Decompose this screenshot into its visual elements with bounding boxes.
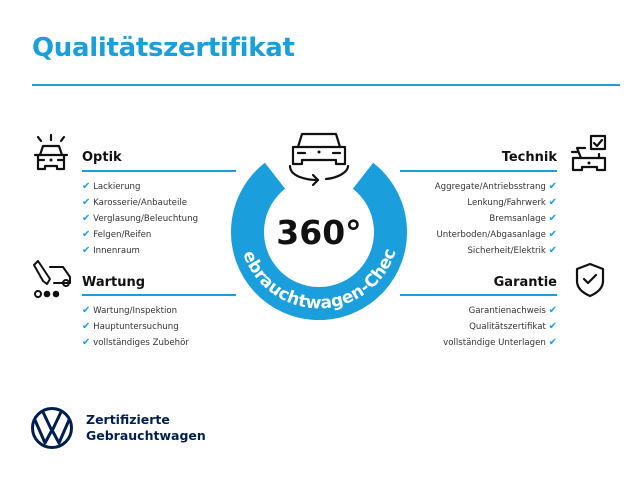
wartung-divider (82, 294, 236, 296)
list-item: ✔ Felgen/Reifen (82, 229, 152, 240)
optik-list: ✔ Lackierung ✔ Karosserie/Anbauteile ✔ V… (82, 179, 198, 259)
garantie-list: Garantienachweis ✔ Qualitätszertifikat ✔… (443, 303, 557, 351)
garantie-divider (400, 294, 557, 296)
check-icon: ✔ (548, 213, 557, 224)
badge-ring (231, 162, 407, 320)
list-item: ✔ Wartung/Inspektion (82, 305, 178, 316)
car-rotate-icon (288, 132, 350, 187)
footer-line1: Zertifizierte (86, 412, 170, 427)
check-icon: ✔ (548, 337, 557, 348)
optik-divider (82, 170, 236, 172)
list-item: Unterboden/Abgasanlage ✔ (436, 229, 558, 240)
ring-label: Gebrauchtwagen-Check (0, 0, 401, 314)
check-icon: ✔ (548, 197, 557, 208)
check-icon: ✔ (82, 181, 91, 192)
check-icon: ✔ (548, 321, 557, 332)
360-label: 360° (276, 213, 361, 252)
vw-logo (31, 407, 73, 449)
list-item: Aggregate/Antriebsstrang ✔ (434, 181, 557, 192)
check-icon: ✔ (82, 245, 91, 256)
car-checklist-icon (570, 134, 607, 172)
check-icon: ✔ (82, 229, 91, 240)
list-item: ✔ Verglasung/Beleuchtung (82, 213, 199, 224)
page-title: Qualitätszertifikat (32, 33, 295, 63)
list-item: ✔ vollständiges Zubehör (82, 337, 189, 348)
check-icon: ✔ (82, 213, 91, 224)
footer-brand-text: Zertifizierte Gebrauchtwagen (86, 412, 206, 444)
check-icon: ✔ (548, 181, 557, 192)
list-item: ✔ Innenraum (82, 245, 140, 256)
list-item: Lenkung/Fahrwerk ✔ (467, 197, 557, 208)
list-item: ✔ Lackierung (82, 181, 141, 192)
list-item: Bremsanlage ✔ (489, 213, 557, 224)
check-icon: ✔ (82, 321, 91, 332)
check-icon: ✔ (548, 245, 557, 256)
service-car-icon (33, 260, 71, 298)
check-icon: ✔ (548, 305, 557, 316)
wartung-list: ✔ Wartung/Inspektion ✔ Hauptuntersuchung… (82, 303, 189, 351)
title-divider (32, 84, 620, 86)
wartung-heading: Wartung (82, 275, 146, 290)
shield-check-icon (575, 262, 605, 298)
list-item: Qualitätszertifikat ✔ (469, 321, 557, 332)
check-icon: ✔ (548, 229, 557, 240)
technik-divider (400, 170, 557, 172)
check-icon: ✔ (82, 337, 91, 348)
list-item: Garantienachweis ✔ (468, 305, 557, 316)
technik-heading: Technik (501, 150, 557, 165)
list-item: Sicherheit/Elektrik ✔ (467, 245, 557, 256)
car-lights-icon (33, 133, 69, 171)
optik-heading: Optik (82, 150, 122, 165)
list-item: ✔ Hauptuntersuchung (82, 321, 179, 332)
check-icon: ✔ (82, 305, 91, 316)
garantie-heading: Garantie (493, 275, 557, 290)
technik-list: Aggregate/Antriebsstrang ✔ Lenkung/Fahrw… (435, 179, 557, 259)
check-icon: ✔ (82, 197, 91, 208)
list-item: vollständige Unterlagen ✔ (443, 337, 557, 348)
list-item: ✔ Karosserie/Anbauteile (82, 197, 188, 208)
footer-line2: Gebrauchtwagen (86, 428, 206, 443)
